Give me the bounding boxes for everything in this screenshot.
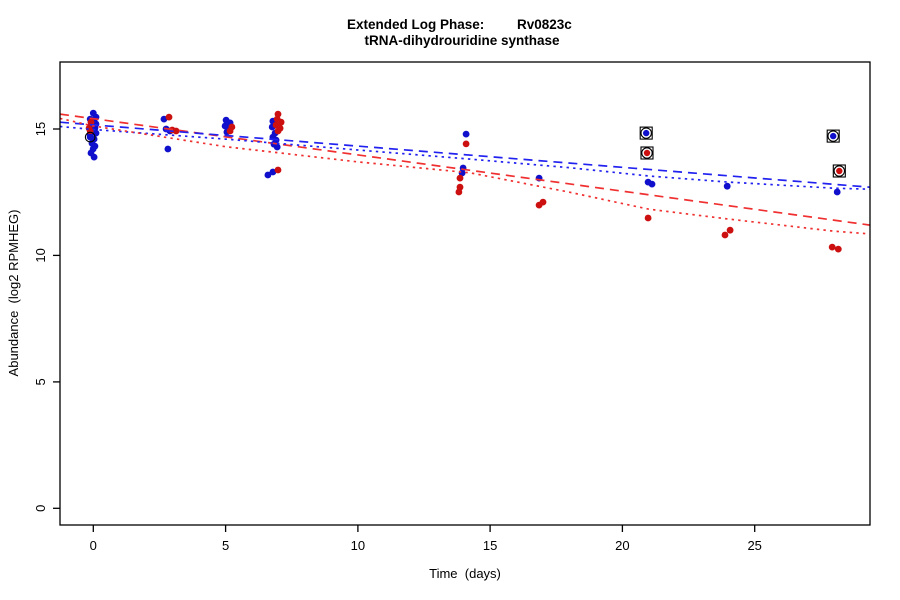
flagged-data-point-red (836, 167, 843, 175)
data-point-red (462, 140, 470, 148)
data-point-red (535, 201, 543, 209)
outlier-ring-icon (84, 131, 96, 143)
flagged-markers-layer (639, 126, 846, 178)
data-point-red (172, 127, 180, 135)
outlier-circle-icon (641, 147, 653, 159)
ringed-data-point-blue (86, 133, 94, 141)
red-dotted-fit-line (59, 117, 871, 235)
fit-lines-layer (59, 113, 871, 235)
y-tick-label: 0 (33, 505, 48, 512)
outlier-square-icon (832, 164, 846, 178)
outlier-circle-icon (827, 130, 839, 142)
flagged-data-point-blue (830, 132, 837, 140)
data-point-blue (273, 143, 281, 151)
data-point-red (226, 127, 234, 135)
data-point-blue (269, 168, 277, 176)
data-point-red (828, 243, 836, 251)
data-point-red (274, 127, 282, 135)
red-dashed-fit-line (59, 113, 871, 226)
x-tick-label: 5 (222, 538, 229, 553)
x-tick-label: 0 (90, 538, 97, 553)
data-point-blue (462, 130, 470, 138)
data-point-red (644, 214, 652, 222)
flagged-data-point-blue (643, 129, 650, 137)
data-points-layer (84, 109, 842, 253)
data-point-red (87, 118, 95, 126)
x-tick-label: 20 (615, 538, 629, 553)
data-point-red (834, 245, 842, 253)
data-point-blue (648, 180, 656, 188)
axes-layer: 0 5 10 15 20 25 0 5 10 15 (33, 61, 871, 553)
data-point-red (721, 231, 729, 239)
x-tick-label: 10 (351, 538, 365, 553)
x-axis-label: Time (days) (429, 566, 501, 581)
data-point-blue (723, 182, 731, 190)
x-tick-label: 15 (483, 538, 497, 553)
outlier-circle-icon (640, 127, 652, 139)
flagged-data-point-red (643, 149, 651, 157)
blue-dashed-fit-line (59, 121, 871, 189)
plot-title-gene: Rv0823c (517, 17, 572, 32)
data-point-blue (164, 145, 172, 153)
y-axis-label: Abundance (log2 RPMHEG) (6, 210, 21, 377)
y-tick-label: 5 (33, 378, 48, 385)
plot-subtitle: tRNA-dihydrouridine synthase (364, 33, 560, 48)
data-point-red (726, 226, 734, 234)
outlier-square-icon (640, 146, 654, 160)
outlier-square-icon (639, 126, 653, 140)
data-point-blue (264, 171, 272, 179)
data-point-red (165, 113, 173, 121)
data-point-blue (833, 188, 841, 196)
x-tick-label: 25 (747, 538, 761, 553)
outlier-circle-icon (833, 165, 846, 177)
y-tick-label: 10 (33, 248, 48, 262)
y-tick-label: 15 (33, 122, 48, 136)
blue-dotted-fit-line (59, 125, 871, 191)
outlier-square-icon (826, 129, 840, 143)
data-point-red (455, 188, 463, 196)
data-point-red (456, 174, 464, 182)
data-point-red (277, 118, 285, 126)
data-point-red (274, 166, 282, 174)
plot-title-prefix: Extended Log Phase: (347, 17, 484, 32)
plot-box (59, 61, 871, 526)
data-point-red (274, 110, 282, 118)
data-point-blue (90, 153, 98, 161)
